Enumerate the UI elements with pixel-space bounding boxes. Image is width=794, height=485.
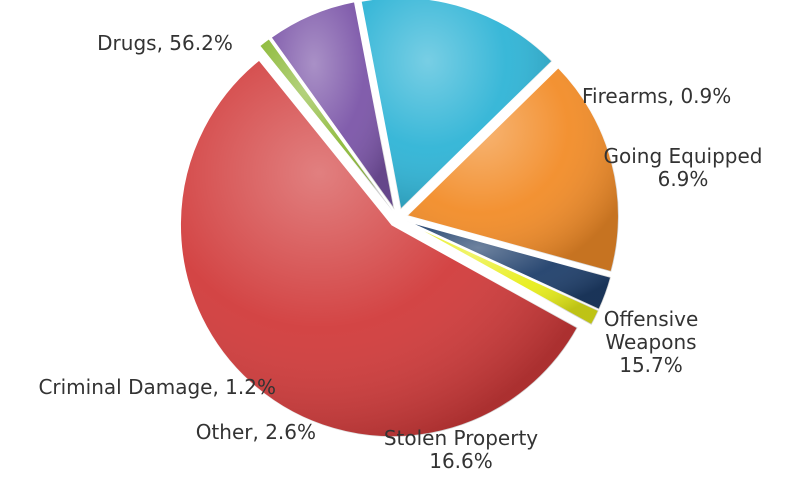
slice-shading-other	[406, 221, 611, 310]
slice-label-line: Firearms, 0.9%	[582, 84, 731, 108]
slice-label-offensive-weapons: Offensive Weapons 15.7%	[604, 307, 699, 377]
slice-shading-offensive-weapons	[360, 0, 553, 210]
slice-shading-criminal-damage	[406, 222, 599, 325]
slice-shading-going-equipped	[270, 1, 395, 210]
slice-label-line: Drugs, 56.2%	[97, 31, 233, 55]
pie-slices	[179, 0, 620, 438]
slice-label-line: Other, 2.6%	[196, 420, 316, 444]
slice-label-line: Offensive	[604, 307, 699, 331]
slice-label-line: Weapons	[605, 330, 696, 354]
slice-label-line: Going Equipped	[604, 144, 763, 168]
slice-label-line: 15.7%	[619, 353, 683, 377]
slice-label-line: Criminal Damage, 1.2%	[38, 375, 276, 399]
slice-label-other: Other, 2.6%	[196, 420, 316, 444]
slice-label-line: 6.9%	[658, 167, 709, 191]
slice-shading-stolen-property	[406, 67, 619, 272]
slice-label-line: 16.6%	[429, 449, 493, 473]
slice-shading-drugs	[180, 59, 578, 437]
slice-shading-firearms	[259, 38, 393, 211]
slice-label-firearms: Firearms, 0.9%	[582, 84, 731, 108]
slice-label-stolen-property: Stolen Property 16.6%	[384, 426, 538, 473]
slice-label-going-equipped: Going Equipped 6.9%	[604, 144, 763, 191]
slice-label-drugs: Drugs, 56.2%	[97, 31, 233, 55]
slice-label-line: Stolen Property	[384, 426, 538, 450]
slice-label-criminal-damage: Criminal Damage, 1.2%	[38, 375, 276, 399]
pie-labels: Drugs, 56.2% Firearms, 0.9% Going Equipped…	[38, 31, 762, 473]
